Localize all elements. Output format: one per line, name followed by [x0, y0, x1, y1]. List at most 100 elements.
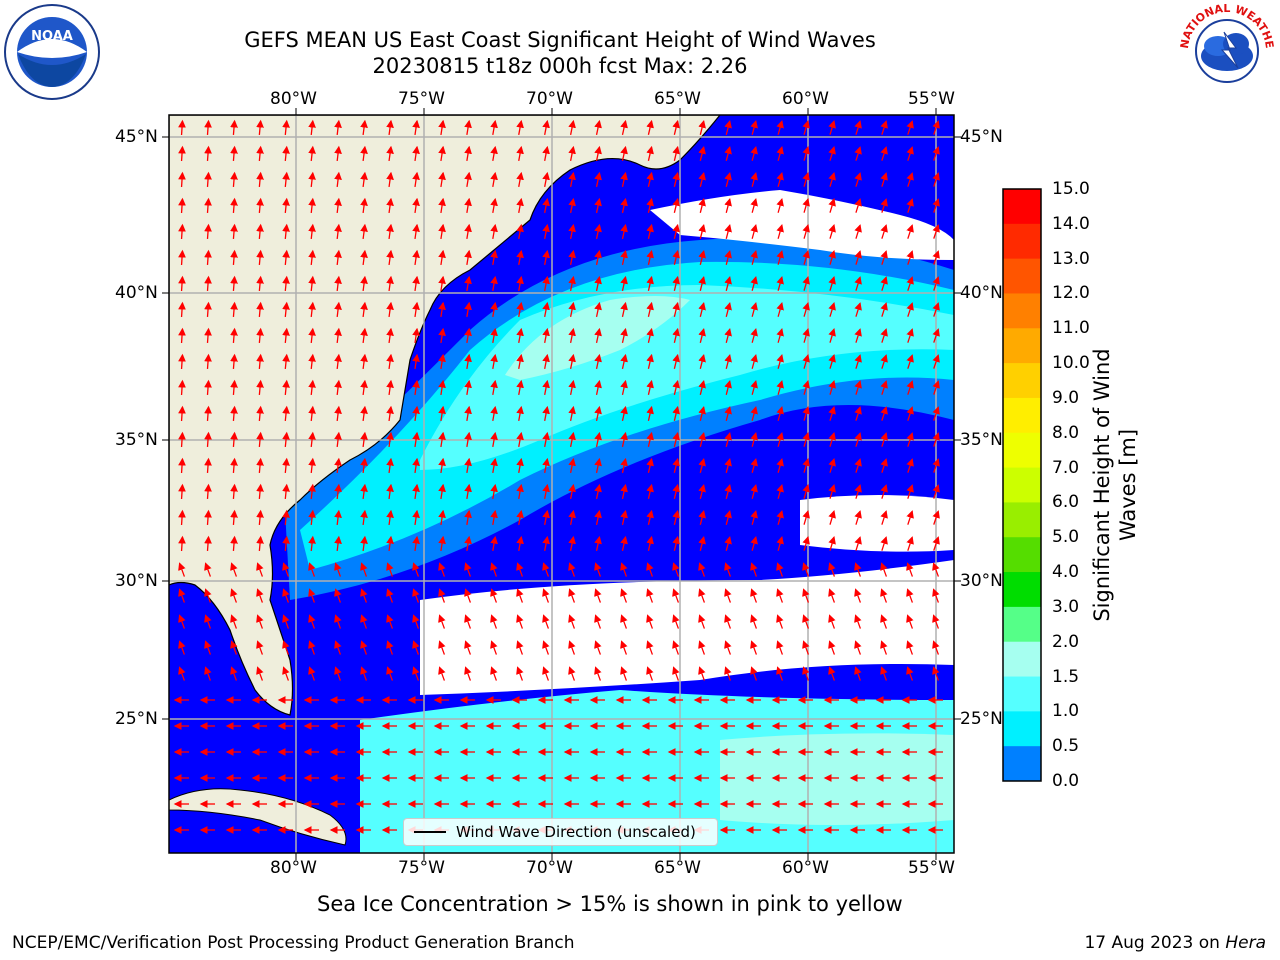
- wave-direction-arrow: [230, 562, 238, 577]
- wave-direction-arrow: [646, 119, 654, 135]
- wave-direction-arrow: [308, 223, 316, 240]
- wave-direction-arrow: [178, 666, 186, 681]
- wave-direction-arrow: [204, 535, 212, 552]
- wave-direction-arrow: [412, 431, 420, 448]
- wave-direction-arrow: [282, 614, 290, 629]
- wave-direction-arrow: [334, 562, 342, 577]
- wave-direction-arrow: [646, 483, 654, 499]
- wave-direction-arrow: [490, 640, 498, 655]
- wave-direction-arrow: [542, 197, 550, 213]
- wave-direction-arrow: [360, 562, 368, 577]
- wave-direction-arrow: [880, 406, 888, 421]
- wave-direction-arrow: [620, 197, 628, 213]
- wave-direction-arrow: [204, 171, 212, 188]
- wave-direction-arrow: [490, 171, 498, 188]
- wave-direction-arrow: [256, 431, 264, 448]
- wave-direction-arrow: [412, 483, 420, 500]
- wave-direction-arrow: [776, 588, 784, 603]
- wave-direction-arrow: [204, 405, 212, 422]
- wave-direction-arrow: [828, 432, 836, 447]
- wave-direction-arrow: [906, 198, 914, 213]
- wave-direction-arrow: [438, 197, 446, 214]
- wave-direction-arrow: [776, 562, 784, 577]
- wave-direction-arrow: [724, 666, 732, 681]
- wave-direction-arrow: [854, 380, 862, 395]
- wave-direction-arrow: [672, 483, 680, 499]
- wave-direction-arrow: [386, 223, 394, 240]
- wave-direction-arrow: [724, 353, 732, 369]
- wave-direction-arrow: [854, 666, 862, 681]
- graticule: [169, 115, 954, 853]
- wave-direction-arrow: [594, 379, 602, 395]
- wave-direction-arrow: [880, 640, 888, 655]
- wave-direction-arrow: [724, 509, 732, 525]
- wave-direction-arrow: [828, 406, 836, 421]
- wave-direction-arrow: [204, 223, 212, 240]
- wave-direction-arrow: [516, 353, 524, 370]
- wave-direction-arrow: [750, 353, 758, 369]
- wave-direction-arrow: [542, 483, 550, 499]
- colorbar-tick-label: 1.0: [1052, 701, 1080, 722]
- wave-direction-arrow: [672, 353, 680, 369]
- wave-direction-arrow: [334, 431, 342, 448]
- wave-direction-arrow: [828, 666, 836, 681]
- wave-direction-arrow: [490, 353, 498, 370]
- noaa-logo-icon: NOAA: [4, 4, 100, 100]
- wave-direction-arrow: [412, 562, 420, 577]
- wave-direction-arrow: [750, 666, 758, 681]
- wave-direction-arrow: [698, 640, 706, 655]
- wave-direction-arrow: [672, 431, 680, 447]
- wave-direction-arrow: [464, 197, 472, 214]
- wave-direction-arrow: [854, 562, 862, 577]
- wave-direction-arrow: [828, 458, 836, 473]
- wave-direction-arrow: [230, 431, 238, 448]
- wave-direction-arrow: [646, 171, 654, 187]
- wave-direction-arrow: [334, 640, 342, 655]
- wave-direction-arrow: [698, 119, 706, 135]
- wave-direction-arrow: [542, 275, 550, 291]
- colorbar-tick-label: 7.0: [1052, 457, 1080, 478]
- wave-direction-arrow: [412, 223, 420, 240]
- wave-direction-arrow: [932, 406, 940, 421]
- wave-direction-arrow: [594, 509, 602, 525]
- wave-direction-arrow: [386, 614, 394, 629]
- wave-direction-arrow: [750, 562, 758, 577]
- wave-direction-arrow: [178, 614, 186, 629]
- colorbar-tick-label: 2.0: [1052, 631, 1080, 652]
- wave-direction-arrow: [438, 588, 446, 603]
- wave-direction-arrow: [230, 223, 238, 240]
- wave-direction-arrow: [672, 301, 680, 317]
- wave-direction-arrow: [646, 614, 654, 629]
- wave-direction-arrow: [490, 301, 498, 318]
- wave-direction-arrow: [620, 640, 628, 655]
- wave-direction-arrow: [568, 535, 576, 551]
- wave-direction-arrow: [360, 327, 368, 344]
- wave-direction-arrow: [256, 223, 264, 240]
- wave-direction-arrow: [490, 275, 498, 292]
- wave-direction-arrow: [412, 145, 420, 162]
- wave-direction-arrow: [256, 353, 264, 370]
- wave-direction-arrow: [464, 666, 472, 681]
- wave-direction-arrow: [308, 301, 316, 318]
- wave-direction-arrow: [724, 301, 732, 317]
- wave-direction-arrow: [672, 535, 680, 551]
- wave-direction-arrow: [230, 457, 238, 474]
- wave-direction-arrow: [334, 509, 342, 526]
- wave-direction-arrow: [282, 301, 290, 318]
- wave-direction-arrow: [646, 275, 654, 291]
- lon-label-top: 65°W: [654, 89, 701, 109]
- wave-direction-arrow: [906, 510, 914, 525]
- wave-direction-arrow: [412, 379, 420, 396]
- wave-direction-arrow: [802, 432, 810, 447]
- wave-direction-arrow: [698, 535, 706, 551]
- wave-direction-arrow: [802, 120, 810, 135]
- wave-direction-arrow: [464, 275, 472, 292]
- wave-direction-arrow: [542, 171, 550, 187]
- footer-date-text: 17 Aug 2023 on: [1084, 933, 1226, 953]
- wave-direction-arrow: [256, 457, 264, 474]
- wave-direction-arrow: [230, 327, 238, 344]
- lon-label-top: 80°W: [270, 89, 317, 109]
- wave-direction-arrow: [230, 588, 238, 603]
- wave-direction-arrow: [412, 353, 420, 370]
- wave-direction-arrow: [542, 405, 550, 421]
